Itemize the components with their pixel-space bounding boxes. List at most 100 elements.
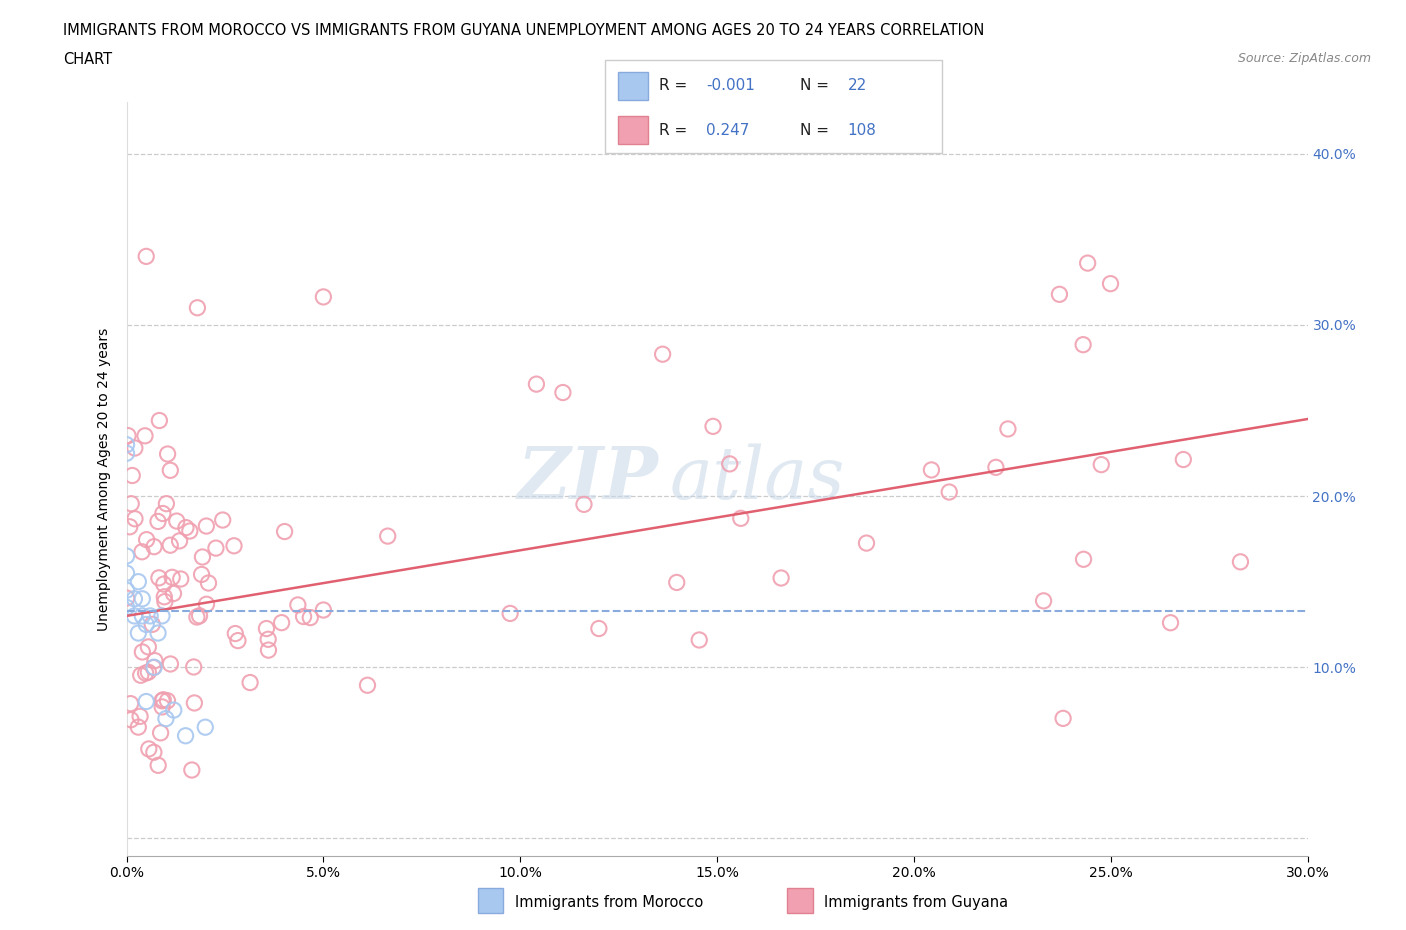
FancyBboxPatch shape <box>605 60 942 153</box>
Point <box>150 608 173 623</box>
Point <box>153 590 176 604</box>
Point <box>159 657 181 671</box>
Text: Source: ZipAtlas.com: Source: ZipAtlas.com <box>1237 52 1371 65</box>
Point <box>159 538 181 552</box>
Point <box>287 597 309 612</box>
Point <box>174 520 197 535</box>
Point <box>718 457 741 472</box>
Text: CHART: CHART <box>63 52 112 67</box>
Point <box>115 583 138 598</box>
Text: R =: R = <box>658 123 692 138</box>
Point <box>139 608 162 623</box>
Point <box>124 512 146 526</box>
Point <box>150 699 173 714</box>
Point <box>131 591 153 606</box>
Text: Immigrants from Guyana: Immigrants from Guyana <box>824 895 1008 910</box>
Point <box>356 678 378 693</box>
Text: 22: 22 <box>848 78 866 93</box>
Point <box>155 497 177 512</box>
Point <box>222 538 245 553</box>
Point <box>148 758 170 773</box>
Point <box>1229 554 1251 569</box>
Point <box>205 540 228 555</box>
Point <box>131 644 153 659</box>
Point <box>141 617 163 631</box>
Point <box>183 659 205 674</box>
Point <box>162 586 184 601</box>
Text: 108: 108 <box>848 123 876 138</box>
Point <box>120 497 142 512</box>
Point <box>120 697 142 711</box>
Text: Immigrants from Morocco: Immigrants from Morocco <box>515 895 703 910</box>
Point <box>155 711 177 726</box>
Point <box>138 665 160 680</box>
Point <box>526 377 548 392</box>
Point <box>163 703 186 718</box>
Point <box>299 610 322 625</box>
Point <box>131 608 153 623</box>
Point <box>572 497 595 512</box>
Point <box>997 421 1019 436</box>
Point <box>156 693 179 708</box>
Point <box>195 597 218 612</box>
Point <box>499 606 522 621</box>
Point <box>129 709 152 724</box>
Point <box>239 675 262 690</box>
Point <box>312 289 335 304</box>
Point <box>651 347 673 362</box>
Point <box>153 594 176 609</box>
Point <box>166 513 188 528</box>
Point <box>257 643 280 658</box>
Point <box>148 570 170 585</box>
Point <box>152 577 174 591</box>
Point <box>149 725 172 740</box>
Point <box>127 626 149 641</box>
Point <box>115 445 138 460</box>
Point <box>115 565 138 580</box>
Text: N =: N = <box>800 78 834 93</box>
Point <box>152 692 174 707</box>
Point <box>124 441 146 456</box>
Point <box>169 534 191 549</box>
Point <box>855 536 877 551</box>
Point <box>118 519 141 534</box>
Point <box>226 633 249 648</box>
FancyBboxPatch shape <box>619 116 648 144</box>
Point <box>1173 452 1195 467</box>
Point <box>270 616 292 631</box>
Point <box>730 511 752 525</box>
Point <box>142 660 165 675</box>
Point <box>1160 616 1182 631</box>
Point <box>920 462 942 477</box>
Point <box>142 745 165 760</box>
Point <box>124 608 146 623</box>
Point <box>197 576 219 591</box>
Point <box>160 570 183 585</box>
Point <box>129 668 152 683</box>
Point <box>257 631 280 646</box>
Point <box>1077 256 1099 271</box>
FancyBboxPatch shape <box>619 72 648 100</box>
Y-axis label: Unemployment Among Ages 20 to 24 years: Unemployment Among Ages 20 to 24 years <box>97 327 111 631</box>
Point <box>191 550 214 565</box>
Point <box>377 528 399 543</box>
Point <box>143 539 166 554</box>
Point <box>148 413 170 428</box>
Point <box>117 428 139 443</box>
Point <box>186 300 208 315</box>
Point <box>273 525 295 539</box>
Text: -0.001: -0.001 <box>706 78 755 93</box>
Point <box>135 249 157 264</box>
Point <box>665 575 688 590</box>
Point <box>224 626 246 641</box>
Point <box>588 621 610 636</box>
Point <box>183 696 205 711</box>
Point <box>120 712 142 727</box>
Point <box>688 632 710 647</box>
Point <box>127 720 149 735</box>
Point <box>135 617 157 631</box>
Point <box>292 609 315 624</box>
Point <box>159 463 181 478</box>
Point <box>127 574 149 589</box>
Point <box>138 741 160 756</box>
